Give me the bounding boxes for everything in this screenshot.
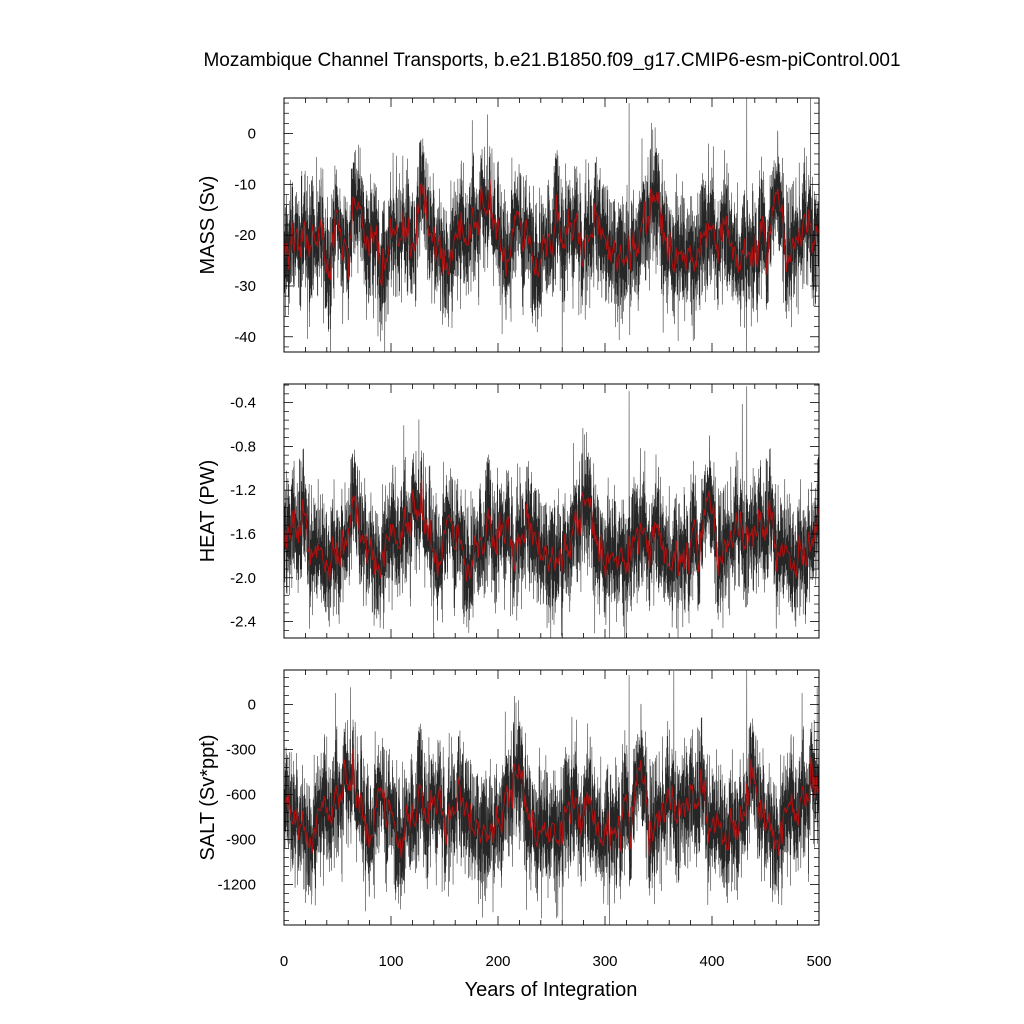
mass-y-tick-label: -40 xyxy=(234,329,256,346)
salt-x-tick-label: 200 xyxy=(485,953,510,970)
heat-smoothed-series-line xyxy=(284,478,819,582)
heat-y-tick-label: -2.4 xyxy=(230,614,256,631)
panel-mass: 0 -10 -20 -30 -40 MASS (Sv) xyxy=(197,97,820,353)
salt-y-tick-label: -900 xyxy=(226,832,256,849)
mass-y-tick-label: 0 xyxy=(248,126,256,143)
mass-y-tick-label: -10 xyxy=(234,176,256,193)
salt-smoothed-series-line xyxy=(284,748,819,859)
mass-y-tick-label: -20 xyxy=(234,227,256,244)
mass-y-axis-title: MASS (Sv) xyxy=(197,176,219,275)
heat-y-tick-label: -1.6 xyxy=(230,526,256,543)
heat-plot-frame xyxy=(283,383,820,639)
heat-y-tick-label: -1.2 xyxy=(230,482,256,499)
heat-y-tick-label: -0.8 xyxy=(230,438,256,455)
x-axis-title: Years of Integration xyxy=(465,979,638,1001)
mass-y-tick-label: -30 xyxy=(234,278,256,295)
salt-x-tick-label: 100 xyxy=(378,953,403,970)
mass-smoothed-series-line xyxy=(284,179,819,287)
heat-y-tick-label: -0.4 xyxy=(230,395,256,412)
salt-y-tick-label: -600 xyxy=(226,787,256,804)
salt-x-tick-label: 500 xyxy=(806,953,831,970)
panel-salt: 0 -300 -600 -900 -1200 SALT (Sv*ppt) 0 100 200 30… xyxy=(197,669,832,970)
salt-raw-series-line xyxy=(284,670,819,925)
heat-raw-series-line xyxy=(284,386,819,638)
chart-title: Mozambique Channel Transports, b.e21.B18… xyxy=(203,50,900,71)
salt-plot-frame xyxy=(283,669,820,926)
heat-y-tick-label: -2.0 xyxy=(230,570,256,587)
panel-heat: -0.4 -0.8 -1.2 -1.6 -2.0 -2.4 HEAT (PW) xyxy=(197,383,820,639)
heat-y-axis-title: HEAT (PW) xyxy=(197,460,219,563)
salt-x-tick-label: 300 xyxy=(592,953,617,970)
salt-y-tick-label: -1200 xyxy=(218,877,256,894)
mass-raw-series-line xyxy=(284,98,819,352)
salt-x-tick-label: 0 xyxy=(280,953,288,970)
salt-x-tick-label: 400 xyxy=(699,953,724,970)
salt-y-tick-label: 0 xyxy=(248,697,256,714)
salt-y-tick-label: -300 xyxy=(226,742,256,759)
salt-y-axis-title: SALT (Sv*ppt) xyxy=(197,735,219,861)
